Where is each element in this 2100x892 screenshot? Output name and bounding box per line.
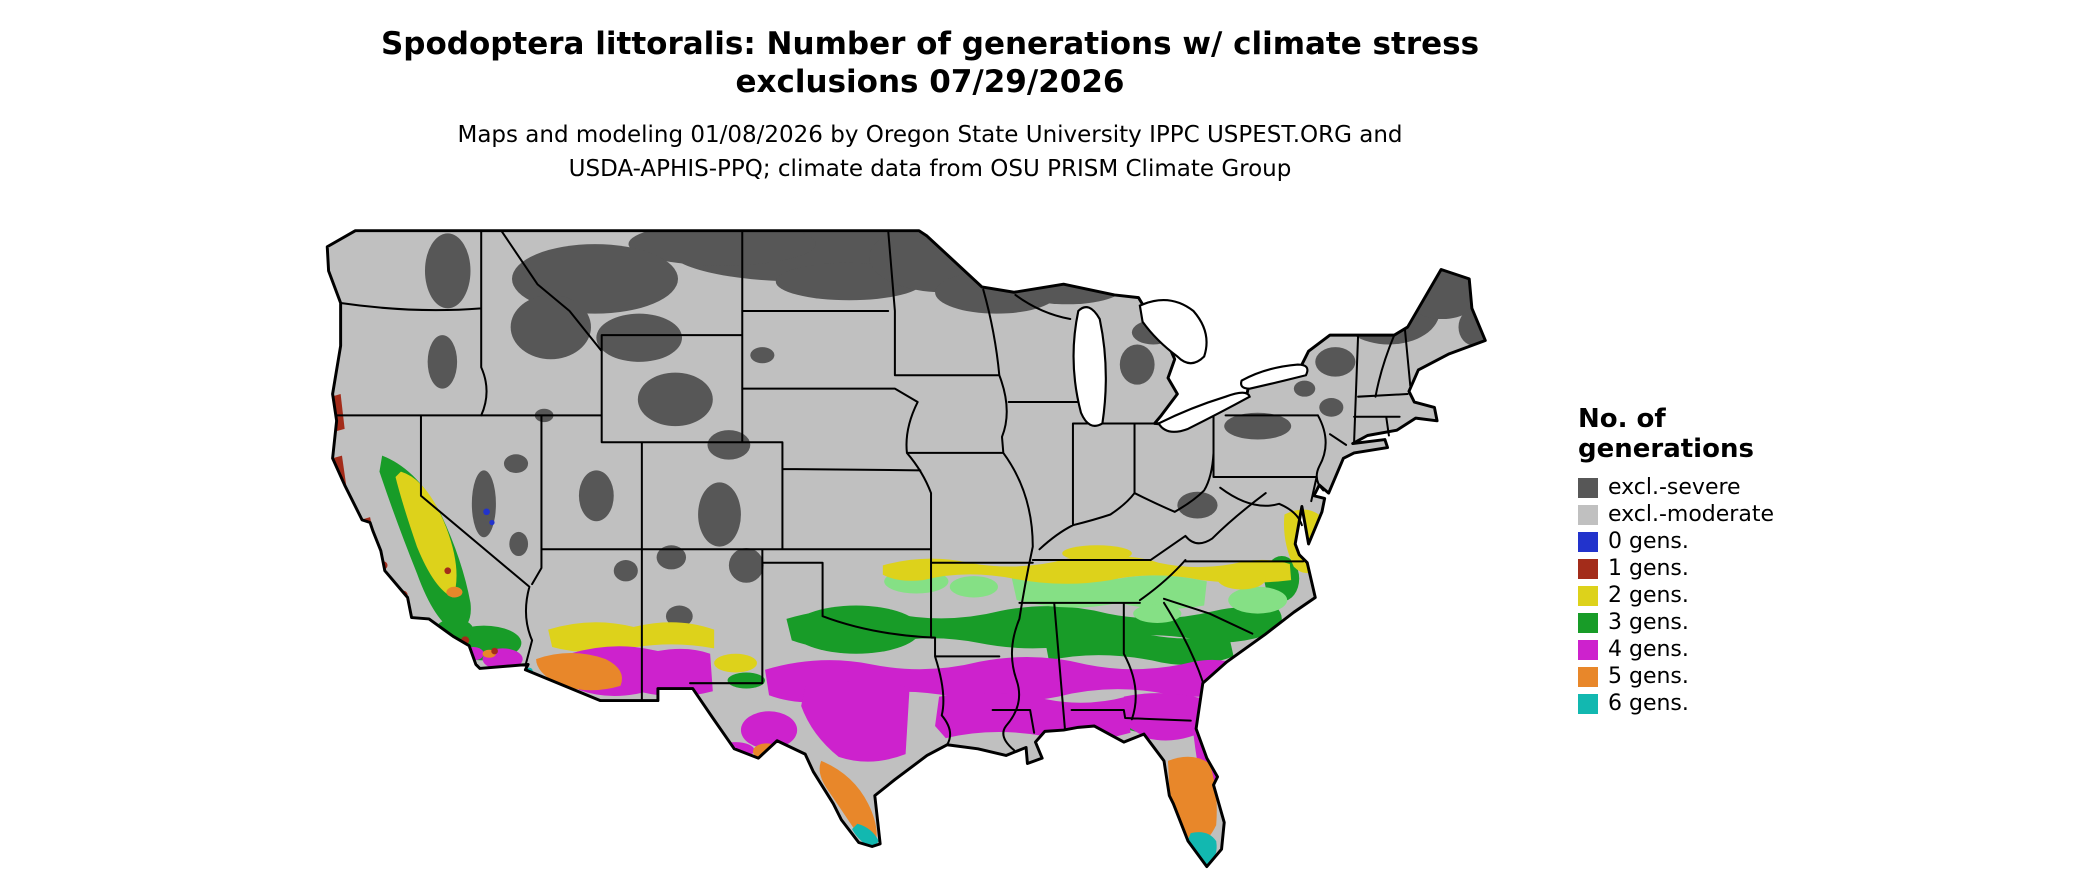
legend-color-swatch [1578,693,1598,714]
legend-items: excl.-severe excl.-moderate 0 gens. 1 gens.… [1578,474,1838,717]
regions-excl-severe-shape [510,294,591,360]
legend-color-swatch [1578,504,1598,525]
legend-item: 0 gens. [1578,528,1838,555]
regions-excl-severe-shape [707,430,751,460]
regions-excl-severe-shape [509,531,529,556]
legend-color-swatch [1578,531,1598,552]
regions-excl-severe-shape [750,347,775,364]
regions-5-gens-shape [536,653,623,691]
lake-huron [1138,299,1208,365]
regions-2-gens-shape [882,555,1292,584]
legend-item: 1 gens. [1578,555,1838,582]
regions-2-gens-shape [1062,545,1132,562]
regions-excl-severe-shape [613,560,638,582]
regions-3-gens-shape [727,672,766,689]
regions-excl-severe-shape [637,372,713,427]
regions-excl-severe-shape [656,545,687,570]
legend-item: excl.-moderate [1578,501,1838,528]
regions-excl-severe-shape [424,233,471,309]
legend-color-swatch [1578,612,1598,633]
us-map-svg [325,229,1487,880]
regions-2-gens-shape [1217,568,1266,590]
legend-item: 3 gens. [1578,609,1838,636]
state-borders [335,229,1412,752]
legend-item-label: 1 gens. [1608,556,1689,581]
regions-excl-severe-shape [1293,380,1316,397]
legend-title-line2: generations [1578,434,1754,464]
regions-4-gens-shape [801,681,910,762]
great-lakes [1072,299,1309,433]
regions-blend-light-green-shape [1228,586,1288,614]
regions-blend-light-green-shape [949,576,998,598]
legend-item: 6 gens. [1578,690,1838,717]
regions-excl-severe-shape [665,605,693,627]
us-map [320,228,1526,884]
map-title-line2: exclusions 07/29/2026 [735,64,1125,100]
regions-1-gens-shape [444,567,452,575]
regions-5-gens-shape [446,586,463,598]
regions-2-gens-shape [714,653,757,673]
regions-excl-severe-shape [698,482,741,547]
regions-excl-severe-shape [578,470,614,522]
lake-erie [1157,391,1251,433]
legend-color-swatch [1578,639,1598,660]
map-title-line1: Spodoptera littoralis: Number of generat… [380,26,1480,62]
regions-5-gens-shape [819,760,877,842]
regions-4-gens-shape [740,711,798,749]
regions-excl-severe-shape [427,335,458,389]
regions-excl-severe-shape [471,470,496,538]
legend-item-label: 0 gens. [1608,529,1689,554]
legend: No. of generations excl.-severe excl.-mod… [1578,404,1838,717]
legend-item: 2 gens. [1578,582,1838,609]
legend-item: excl.-severe [1578,474,1838,501]
regions-3-gens-shape [786,606,1274,649]
legend-title-line1: No. of [1578,404,1666,434]
legend-item: 4 gens. [1578,636,1838,663]
regions-excl-severe-shape [596,313,683,362]
regions-6-gens-shape [1186,873,1192,879]
legend-item: 5 gens. [1578,663,1838,690]
regions-0-gens-shape [483,508,490,516]
regions-6-gens-shape [1176,874,1182,880]
regions-excl-severe-shape [1011,269,1124,305]
map-subtitle-line1: Maps and modeling 01/08/2026 by Oregon S… [457,122,1403,148]
legend-item-label: 2 gens. [1608,583,1689,608]
regions-2-gens-shape [548,622,715,653]
regions-0-gens [483,508,495,526]
regions-1-gens-shape [491,647,498,655]
legend-item-label: 5 gens. [1608,664,1689,689]
legend-item-label: 4 gens. [1608,637,1689,662]
legend-color-swatch [1578,558,1598,579]
legend-title: No. of generations [1578,404,1838,464]
legend-item-label: 3 gens. [1608,610,1689,635]
regions-3-gens-shape [1043,627,1234,665]
regions-excl-severe-shape [1177,491,1218,519]
map-subtitle-line2: USDA-APHIS-PPQ; climate data from OSU PR… [568,156,1292,182]
legend-color-swatch [1578,666,1598,687]
regions-excl-severe-shape [1315,347,1356,377]
regions-6-gens-shape [1186,832,1217,867]
regions-2-gens-shape [395,471,457,598]
legend-color-swatch [1578,585,1598,606]
regions-0-gens-shape [489,519,495,526]
legend-color-swatch [1578,477,1598,498]
regions-5-gens-shape [1167,756,1217,843]
regions-6-gens-shape [852,823,879,850]
regions-excl-severe-shape [628,230,816,266]
legend-item-label: excl.-severe [1608,475,1741,500]
regions-excl-severe-shape [503,454,529,473]
lake-michigan [1072,306,1107,427]
regions-excl-severe-shape [1119,344,1155,385]
regions-4-gens-shape [1123,693,1211,741]
regions-excl-severe-shape [728,547,764,583]
legend-item-label: 6 gens. [1608,691,1689,716]
regions-excl-severe-shape [1224,412,1292,440]
regions-excl-severe-shape [1319,398,1344,417]
lake-ontario [1240,363,1309,390]
legend-item-label: excl.-moderate [1608,502,1774,527]
regions-blend-light-green-shape [1133,604,1182,623]
regions-6-gens-shape [1197,870,1203,876]
